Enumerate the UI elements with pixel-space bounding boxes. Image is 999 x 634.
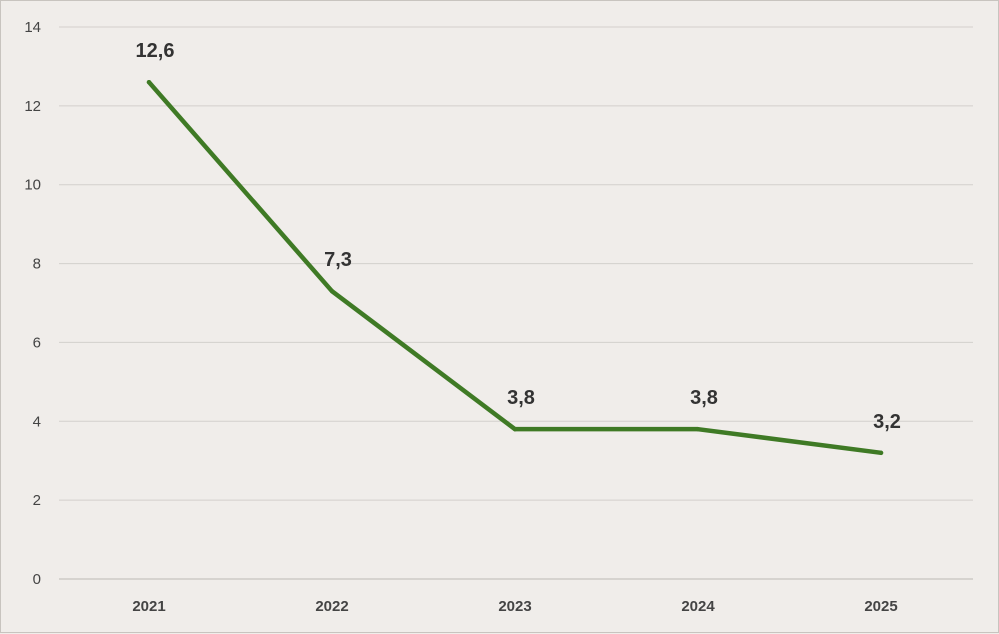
- y-tick-label: 4: [33, 413, 41, 430]
- data-label: 7,3: [324, 249, 352, 271]
- x-tick-label: 2022: [315, 598, 348, 615]
- data-label: 12,6: [136, 40, 175, 62]
- y-tick-label: 0: [33, 571, 41, 588]
- data-label: 3,8: [507, 387, 535, 409]
- data-point: [512, 426, 518, 432]
- y-tick-label: 2: [33, 492, 41, 509]
- x-tick-label: 2025: [864, 598, 897, 615]
- x-tick-label: 2024: [681, 598, 715, 615]
- y-tick-label: 12: [24, 98, 41, 115]
- data-point: [329, 288, 335, 294]
- data-point: [878, 450, 884, 456]
- y-tick-label: 6: [33, 334, 41, 351]
- y-tick-label: 8: [33, 256, 41, 273]
- data-point: [146, 80, 152, 85]
- y-tick-label: 10: [24, 177, 41, 194]
- y-tick-label: 14: [24, 19, 41, 36]
- data-point: [695, 426, 701, 432]
- data-label: 3,2: [873, 411, 901, 433]
- x-tick-label: 2021: [132, 598, 165, 615]
- x-tick-label: 2023: [498, 598, 531, 615]
- data-label: 3,8: [690, 387, 718, 409]
